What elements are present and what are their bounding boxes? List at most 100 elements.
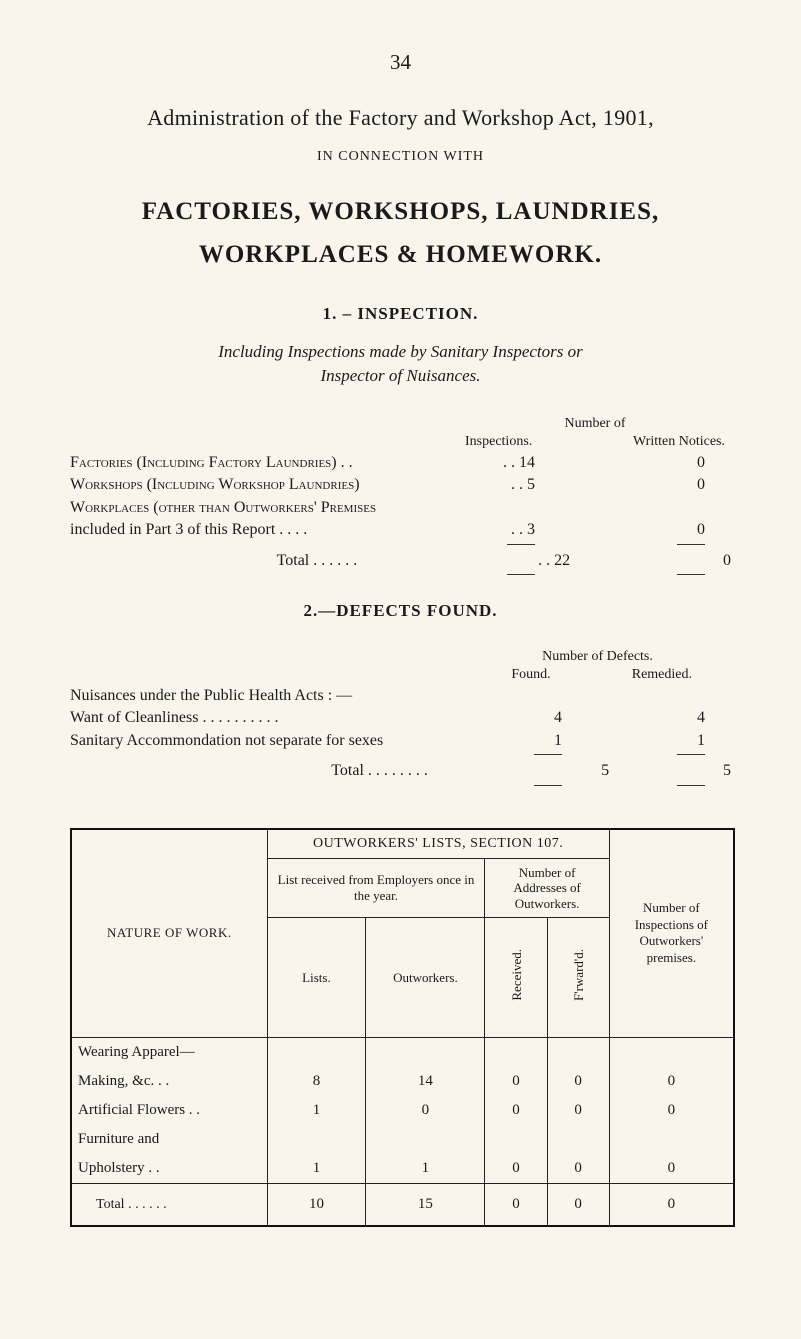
cell-outworkers: [366, 1038, 485, 1068]
big-heading-line1: FACTORIES, WORKSHOPS, LAUNDRIES,: [142, 198, 660, 225]
insp-row-val1: [465, 497, 535, 519]
insp-row-val2: 0: [535, 474, 705, 496]
table-row: Upholstery . . 1 1 0 0 0: [71, 1154, 734, 1184]
def-row-val2: 1: [562, 730, 705, 752]
section1-heading: 1. – INSPECTION.: [70, 304, 731, 324]
insp-total-val2: 0: [570, 550, 731, 572]
insp-row-val2: 0: [535, 519, 705, 541]
defects-block: Number of Defects. Found. Remedied. Nuis…: [70, 649, 731, 788]
def-total: Total . . . . . . . . 5 5: [70, 760, 731, 782]
col-list-received: List received from Employers once in the…: [267, 858, 485, 918]
col-outworkers: Outworkers.: [366, 918, 485, 1038]
def-row: Sanitary Accommondation not separate for…: [70, 730, 731, 752]
table-row: Wearing Apparel—: [71, 1038, 734, 1068]
insp-header-cols: Inspections. Written Notices.: [70, 434, 731, 450]
cell-outworkers: 14: [366, 1067, 485, 1096]
def-row-label: Want of Cleanliness . . . . . . . . . .: [70, 707, 515, 729]
cell-frward: 0: [547, 1096, 609, 1125]
insp-rule: [70, 572, 731, 577]
insp-rule: [70, 542, 731, 547]
insp-row-val1: . . 14: [465, 452, 535, 474]
inspections-block: Number of Inspections. Written Notices. …: [70, 416, 731, 577]
col-written-notices: Written Notices.: [575, 434, 725, 450]
insp-header-numberof: Number of: [70, 416, 731, 432]
insp-number-of: Number of: [465, 416, 725, 432]
cell-frward: 0: [547, 1067, 609, 1096]
section1-intro2: Inspector of Nuisances.: [70, 366, 731, 386]
cell-frward: [547, 1038, 609, 1068]
cell-premises: 0: [609, 1154, 734, 1184]
def-row-label: Sanitary Accommondation not separate for…: [70, 730, 515, 752]
table-row: Furniture and: [71, 1125, 734, 1154]
cell-received: 0: [485, 1067, 547, 1096]
cell-frward: [547, 1125, 609, 1154]
insp-row: included in Part 3 of this Report . . . …: [70, 519, 731, 541]
insp-row-val2: 0: [535, 452, 705, 474]
cell-lists: 1: [267, 1154, 366, 1184]
col-frward-text: F'rward'd.: [572, 947, 585, 1003]
insp-row-label: included in Part 3 of this Report . . . …: [70, 519, 465, 541]
cell-premises: 0: [609, 1096, 734, 1125]
def-row-val1: 1: [515, 730, 562, 752]
total-premises: 0: [609, 1184, 734, 1227]
col-nature-header: NATURE OF WORK.: [71, 829, 267, 1038]
def-total-val2: 5: [609, 760, 731, 782]
insp-total: Total . . . . . . . . 22 0: [70, 550, 731, 572]
cell-outworkers: 0: [366, 1096, 485, 1125]
cell-received: [485, 1125, 547, 1154]
cell-received: 0: [485, 1096, 547, 1125]
insp-row: Workshops (Including Workshop Laundries)…: [70, 474, 731, 496]
def-total-label: Total . . . . . . . .: [70, 760, 569, 782]
total-label: Total . . . . . .: [71, 1184, 267, 1227]
cell-frward: 0: [547, 1154, 609, 1184]
table-row: Making, &c. . . 8 14 0 0 0: [71, 1067, 734, 1096]
cell-lists: 8: [267, 1067, 366, 1096]
row-label: Furniture and: [71, 1125, 267, 1154]
def-intro-label: Nuisances under the Public Health Acts :…: [70, 685, 515, 707]
page-number: 34: [70, 50, 731, 75]
def-rule: [70, 752, 731, 757]
table-caption-row: NATURE OF WORK. OUTWORKERS' LISTS, SECTI…: [71, 829, 734, 859]
cell-outworkers: [366, 1125, 485, 1154]
cell-outworkers: 1: [366, 1154, 485, 1184]
col-received: Received.: [485, 918, 547, 1038]
insp-total-val1: . . 22: [504, 550, 570, 572]
cell-lists: [267, 1125, 366, 1154]
document-page: 34 Administration of the Factory and Wor…: [0, 0, 801, 1339]
row-label: Upholstery . .: [71, 1154, 267, 1184]
col-frward: F'rward'd.: [547, 918, 609, 1038]
total-outworkers: 15: [366, 1184, 485, 1227]
big-heading-line2: WORKPLACES & HOMEWORK.: [199, 241, 602, 268]
def-rule: [70, 783, 731, 788]
def-row-val1: 4: [515, 707, 562, 729]
col-remedied: Remedied.: [572, 667, 692, 683]
insp-row-val2: [535, 497, 705, 519]
insp-row: Factories (Including Factory Laundries) …: [70, 452, 731, 474]
cell-lists: [267, 1038, 366, 1068]
def-number-of: Number of Defects.: [490, 649, 705, 665]
insp-total-label: Total . . . . . .: [70, 550, 504, 572]
def-row-val2: 4: [562, 707, 705, 729]
col-inspections: Inspections.: [465, 434, 575, 450]
table-row: Artificial Flowers . . 1 0 0 0 0: [71, 1096, 734, 1125]
total-frward: 0: [547, 1184, 609, 1227]
col-received-text: Received.: [510, 947, 523, 1003]
def-intro: Nuisances under the Public Health Acts :…: [70, 685, 731, 707]
cell-premises: [609, 1125, 734, 1154]
outworkers-table: NATURE OF WORK. OUTWORKERS' LISTS, SECTI…: [70, 828, 735, 1228]
total-received: 0: [485, 1184, 547, 1227]
connection-subtitle: IN CONNECTION WITH: [70, 149, 731, 165]
insp-row-label: Workshops (Including Workshop Laundries): [70, 474, 465, 496]
total-lists: 10: [267, 1184, 366, 1227]
cell-received: 0: [485, 1154, 547, 1184]
def-header-top: Number of Defects.: [70, 649, 731, 665]
outworkers-caption: OUTWORKERS' LISTS, SECTION 107.: [267, 829, 609, 859]
table-total-row: Total . . . . . . 10 15 0 0 0: [71, 1184, 734, 1227]
def-header-cols: Found. Remedied.: [70, 667, 731, 683]
big-heading: FACTORIES, WORKSHOPS, LAUNDRIES, WORKPLA…: [70, 191, 731, 276]
insp-row-label: Workplaces (other than Outworkers' Premi…: [70, 497, 465, 519]
col-number-addresses: Number of Addresses of Outworkers.: [485, 858, 609, 918]
insp-row: Workplaces (other than Outworkers' Premi…: [70, 497, 731, 519]
cell-lists: 1: [267, 1096, 366, 1125]
insp-row-label: Factories (Including Factory Laundries) …: [70, 452, 465, 474]
